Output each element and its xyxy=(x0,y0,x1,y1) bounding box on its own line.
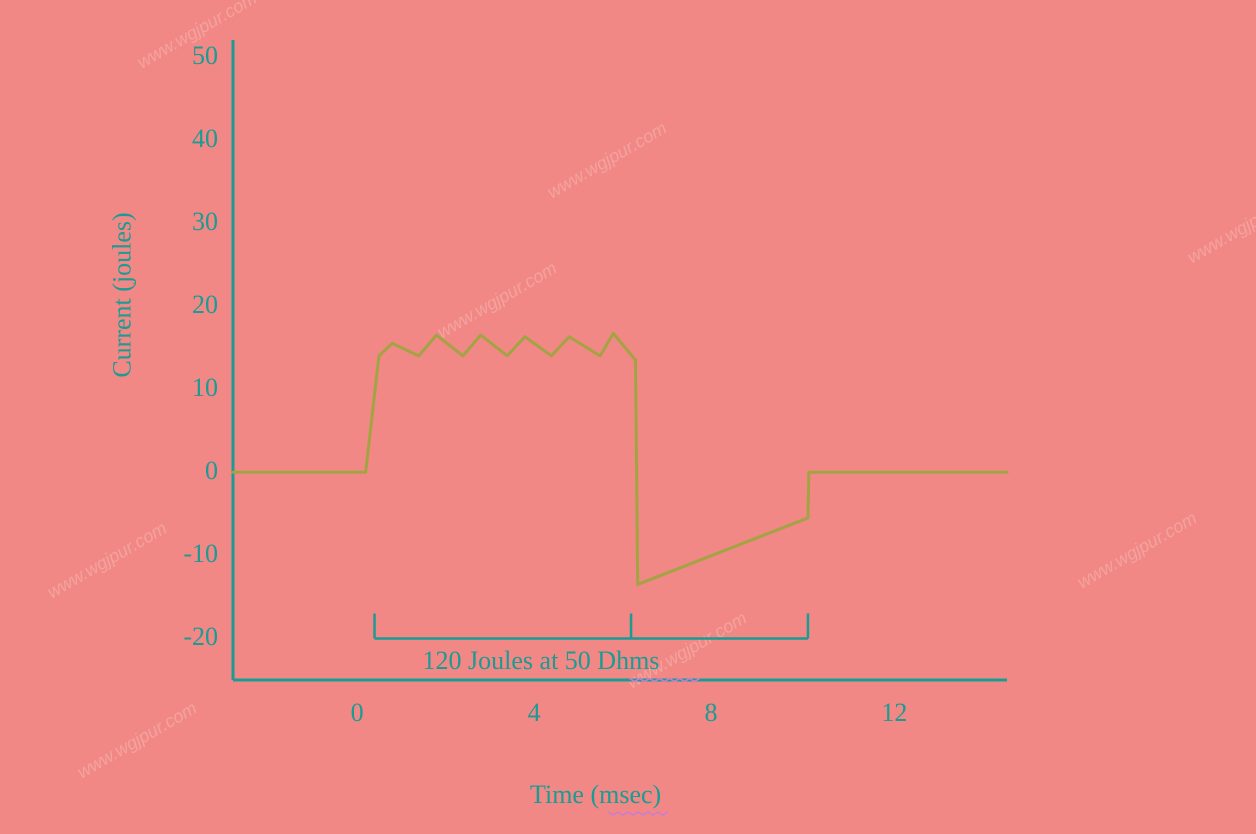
y-tick-label: 20 xyxy=(158,290,218,320)
x-axis-title: Time (msec) xyxy=(530,780,661,810)
x-tick-label: 12 xyxy=(881,698,907,728)
y-tick-label: 40 xyxy=(158,124,218,154)
y-tick-label: 10 xyxy=(158,373,218,403)
y-tick-label: -10 xyxy=(158,539,218,569)
y-tick-label: -20 xyxy=(158,622,218,652)
y-tick-label: 30 xyxy=(158,207,218,237)
y-axis-title: Current (joules) xyxy=(108,212,138,377)
x-tick-label: 4 xyxy=(528,698,541,728)
y-tick-label: 50 xyxy=(158,41,218,71)
chart-container: www.wgjpur.com www.wgjpur.com www.wgjpur… xyxy=(0,0,1256,834)
y-tick-label: 0 xyxy=(158,456,218,486)
x-tick-label: 0 xyxy=(351,698,364,728)
annotation-label: 120 Joules at 50 Dhms xyxy=(423,646,660,676)
x-tick-label: 8 xyxy=(705,698,718,728)
